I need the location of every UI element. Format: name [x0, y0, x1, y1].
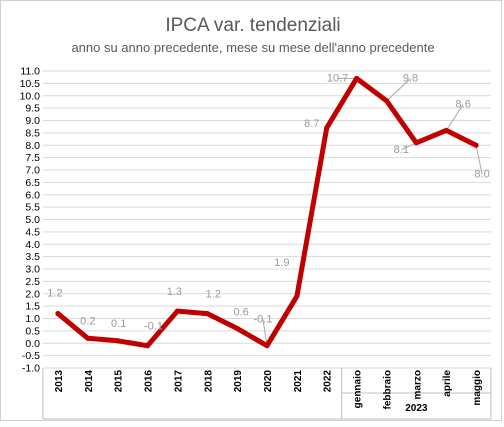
gridlines: [43, 70, 491, 369]
data-label: 1.2: [47, 288, 62, 300]
data-point: [85, 335, 91, 341]
label-leader-line: [401, 142, 417, 151]
data-point: [264, 343, 270, 349]
y-tick-label: 2.0: [25, 288, 40, 300]
x-tick-label: 2018: [203, 370, 214, 393]
x-tick-label: febbraio: [382, 370, 393, 409]
series-line: [55, 75, 479, 349]
data-label: -0.1: [144, 321, 163, 333]
y-tick-label: 1.5: [25, 301, 40, 313]
y-tick-label: 5.5: [25, 202, 40, 214]
label-leader-line: [262, 319, 268, 346]
series-layer: [55, 75, 479, 349]
y-tick-label: 10.5: [20, 78, 41, 90]
y-tick-label: 4.5: [25, 226, 40, 238]
x-tick-label: 2015: [114, 370, 125, 393]
x-tick-label: maggio: [472, 370, 483, 406]
y-tick-label: 7.5: [25, 152, 40, 164]
data-point: [55, 311, 61, 317]
data-label: -0.1: [254, 314, 273, 326]
y-axis-ticks: 11.010.510.09.59.08.58.07.57.06.56.05.55…: [20, 66, 41, 375]
data-point: [443, 127, 449, 133]
x-tick-label: 2014: [84, 370, 95, 393]
y-tick-label: 6.0: [25, 189, 40, 201]
data-label: 8.0: [474, 168, 489, 180]
y-tick-label: 4.0: [25, 239, 40, 251]
y-tick-label: -0.5: [22, 350, 40, 362]
data-label: 1.2: [206, 289, 221, 301]
x-tick-label: 2019: [233, 370, 244, 393]
y-tick-label: 0.5: [25, 325, 40, 337]
x-tick-label: gennaio: [353, 370, 364, 408]
y-tick-label: 6.5: [25, 177, 40, 189]
data-label: 10.7: [327, 72, 348, 84]
y-tick-label: -1.0: [22, 363, 40, 375]
x-tick-label: 2013: [54, 370, 65, 393]
x-tick-label: aprile: [442, 370, 453, 397]
data-point: [294, 293, 300, 299]
data-label: 8.1: [394, 144, 409, 156]
x-axis: 2013 2014 2015 2016 2017 2018 2019 2020 2021 2022…: [42, 368, 492, 420]
y-tick-label: 9.5: [25, 103, 40, 115]
data-point: [413, 140, 419, 146]
chart-title: IPCA var. tendenziali: [165, 15, 340, 36]
x-tick-label: 2017: [173, 370, 184, 393]
x-group-label: 2023: [405, 403, 428, 414]
data-point: [234, 325, 240, 331]
label-leader-line: [475, 145, 483, 175]
x-tick-label: 2020: [263, 370, 274, 393]
data-point: [354, 75, 360, 81]
y-tick-label: 8.0: [25, 140, 40, 152]
x-tick-label: 2021: [293, 370, 304, 393]
y-tick-label: 2.5: [25, 276, 40, 288]
y-tick-label: 3.5: [25, 251, 40, 263]
y-tick-label: 7.0: [25, 165, 40, 177]
label-leader-line: [445, 104, 464, 131]
x-tick-label: 2022: [323, 370, 334, 393]
x-tick-label: 2016: [144, 370, 155, 393]
y-tick-label: 5.0: [25, 214, 40, 226]
y-tick-label: 11.0: [20, 66, 40, 78]
data-point: [324, 125, 330, 131]
label-leaders: [262, 77, 483, 346]
label-leader-line: [386, 78, 411, 102]
data-label: 0.1: [111, 318, 126, 330]
y-tick-label: 8.5: [25, 127, 40, 139]
data-label: 1.3: [167, 286, 182, 298]
data-label: 9.8: [403, 73, 418, 85]
y-tick-label: 0.0: [25, 338, 40, 350]
data-point: [383, 98, 389, 104]
data-label: 0.6: [233, 306, 248, 318]
data-point: [473, 142, 479, 148]
data-point: [174, 308, 180, 314]
data-point: [204, 311, 210, 317]
data-label: 1.9: [274, 257, 289, 269]
y-tick-label: 1.0: [25, 313, 40, 325]
chart-subtitle: anno su anno precedente, mese su mese de…: [71, 40, 434, 55]
data-label: 8.6: [456, 98, 471, 110]
data-label: 8.7: [304, 118, 319, 130]
y-tick-label: 10.0: [20, 90, 41, 102]
data-point: [145, 343, 151, 349]
data-label: 0.2: [80, 315, 95, 327]
y-tick-label: 9.0: [25, 115, 40, 127]
y-tick-label: 3.0: [25, 264, 40, 276]
data-point: [115, 338, 121, 344]
x-tick-label: marzo: [412, 370, 423, 399]
data-labels: 1.2 0.2 0.1 -0.1 1.3 1.2 0.6 -0.1 1.9 8.7 10.7 9.8 8…: [47, 72, 489, 332]
